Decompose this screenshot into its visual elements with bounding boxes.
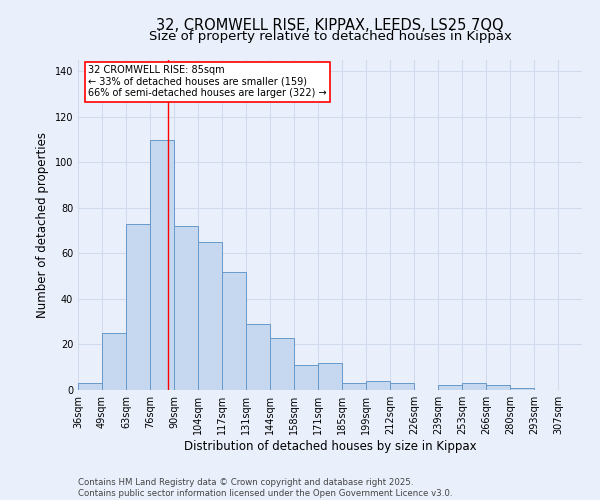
Bar [174,226,198,390]
Bar [486,386,510,390]
Bar [246,324,270,390]
Bar [318,362,342,390]
Bar [366,381,390,390]
Text: 32, CROMWELL RISE, KIPPAX, LEEDS, LS25 7QQ: 32, CROMWELL RISE, KIPPAX, LEEDS, LS25 7… [156,18,504,32]
Bar [198,242,222,390]
Bar [102,333,126,390]
Bar [438,386,462,390]
Bar [510,388,534,390]
Bar [294,365,318,390]
Bar [462,383,486,390]
Text: Size of property relative to detached houses in Kippax: Size of property relative to detached ho… [149,30,511,43]
Text: Contains HM Land Registry data © Crown copyright and database right 2025.
Contai: Contains HM Land Registry data © Crown c… [78,478,452,498]
Bar [390,383,414,390]
Bar [126,224,150,390]
Text: 32 CROMWELL RISE: 85sqm
← 33% of detached houses are smaller (159)
66% of semi-d: 32 CROMWELL RISE: 85sqm ← 33% of detache… [88,65,327,98]
Bar [222,272,246,390]
X-axis label: Distribution of detached houses by size in Kippax: Distribution of detached houses by size … [184,440,476,453]
Bar [270,338,294,390]
Bar [342,383,366,390]
Bar [78,383,102,390]
Y-axis label: Number of detached properties: Number of detached properties [36,132,49,318]
Bar [150,140,174,390]
